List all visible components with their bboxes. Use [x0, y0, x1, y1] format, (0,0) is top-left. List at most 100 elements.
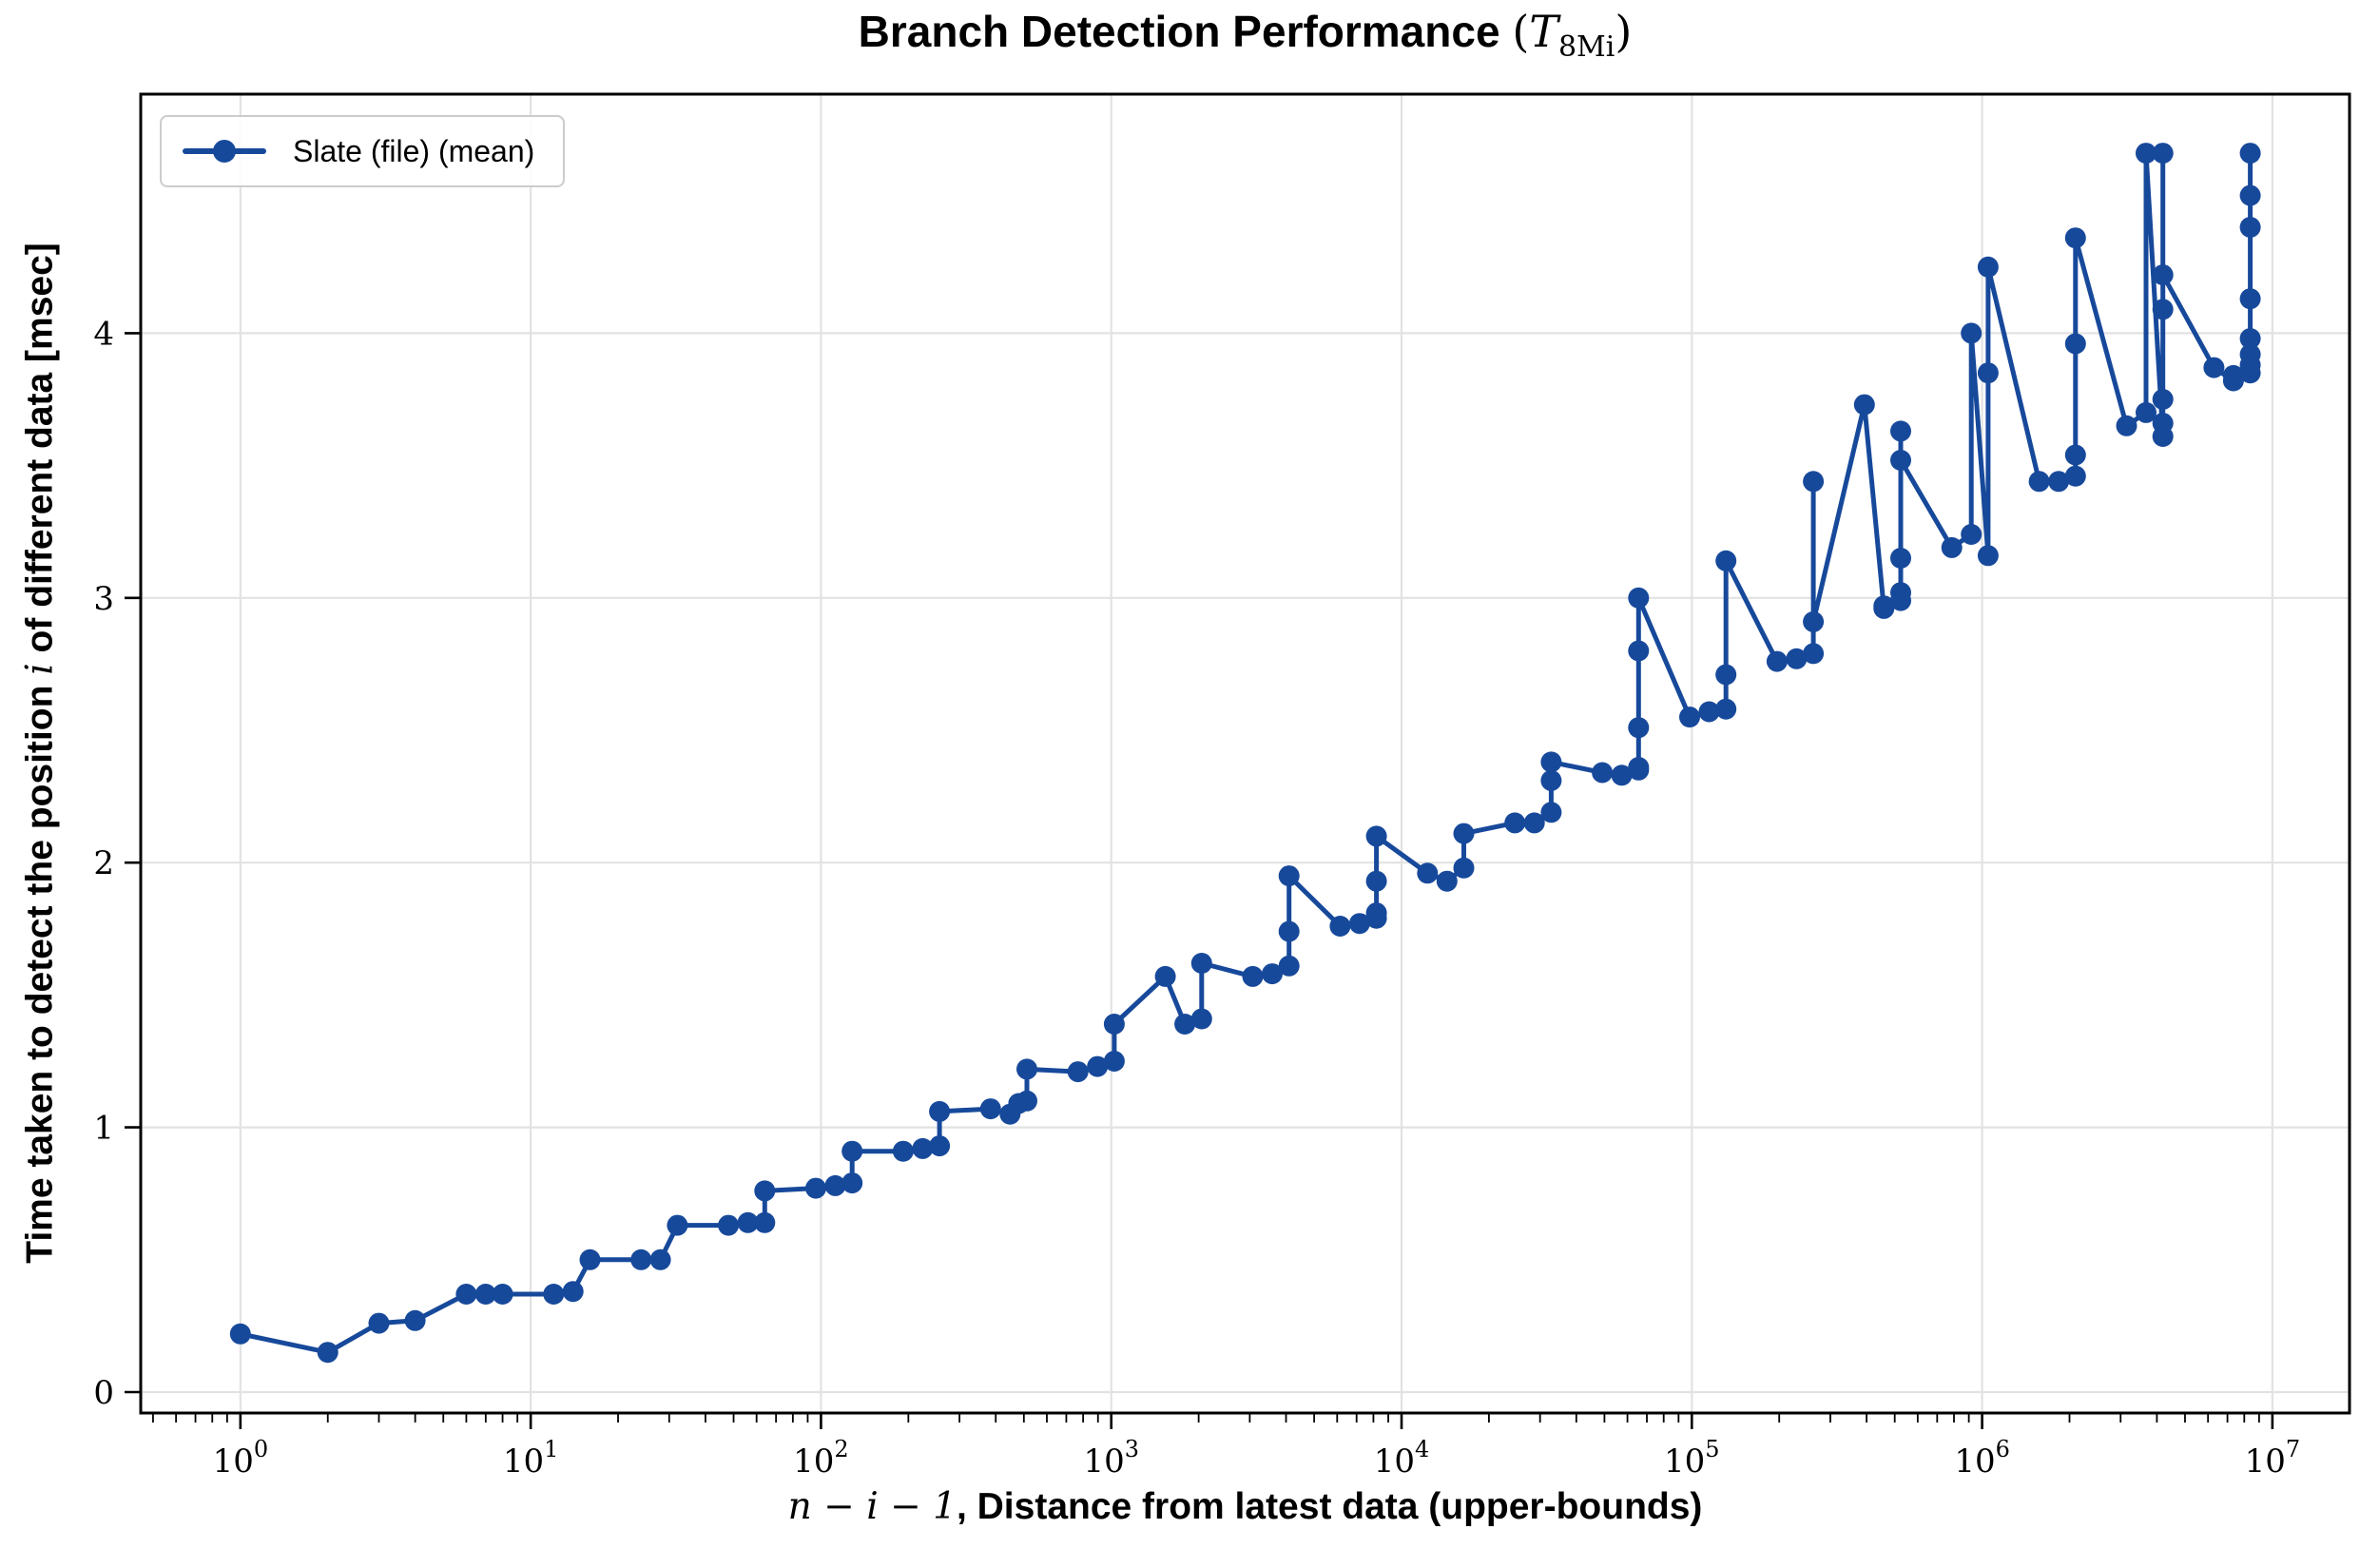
y-tick-label: 0: [93, 1374, 114, 1412]
chart-title-main: Branch Detection Performance: [858, 7, 1513, 56]
data-point: [2152, 264, 2174, 286]
data-point: [754, 1180, 776, 1202]
data-point: [455, 1284, 477, 1305]
data-point: [1698, 701, 1720, 723]
x-tick-label: 103: [1083, 1436, 1139, 1481]
y-axis-label-pre: Time taken to detect the position: [19, 674, 61, 1264]
data-point: [1174, 1014, 1196, 1035]
data-point: [1786, 648, 1808, 669]
data-point: [1087, 1055, 1109, 1077]
data-point: [1067, 1061, 1089, 1083]
x-tick-label: 107: [2245, 1436, 2301, 1481]
data-point: [404, 1309, 426, 1331]
data-point: [2136, 143, 2157, 165]
data-point: [1977, 362, 1999, 384]
axes-spines: [139, 92, 2351, 1415]
x-axis-label-math: n − i − 1: [787, 1485, 957, 1528]
data-point: [1628, 717, 1650, 739]
data-point: [2203, 357, 2225, 378]
y-tick-label: 3: [93, 580, 114, 618]
data-point: [2239, 343, 2261, 365]
data-point: [1504, 812, 1526, 834]
data-point: [1523, 812, 1545, 834]
data-point: [2152, 413, 2174, 435]
legend: Slate (file) (mean): [160, 115, 566, 187]
data-point: [1190, 1008, 1212, 1030]
data-point: [2239, 328, 2261, 349]
data-point: [718, 1214, 740, 1236]
data-point: [1628, 757, 1650, 778]
data-point: [2152, 143, 2174, 165]
data-point: [1961, 524, 1982, 545]
data-point: [929, 1100, 951, 1122]
legend-line-sample: [183, 140, 266, 163]
data-point: [1977, 256, 1999, 278]
data-point: [1890, 450, 1911, 471]
y-axis-label-math: i: [18, 663, 62, 675]
data-point: [2064, 333, 2086, 355]
data-point: [649, 1249, 671, 1270]
data-point: [229, 1323, 251, 1345]
y-tick-label: 1: [93, 1110, 114, 1148]
data-point: [2136, 401, 2157, 423]
data-point: [630, 1249, 652, 1270]
y-axis-label-post: of different data [msec]: [19, 242, 61, 664]
data-point: [1803, 610, 1825, 632]
data-point: [1103, 1014, 1125, 1035]
data-point: [1262, 963, 1283, 985]
data-point: [1540, 802, 1562, 823]
x-tick-label: 102: [793, 1436, 849, 1481]
data-point: [1016, 1058, 1037, 1080]
x-tick-label: 104: [1374, 1436, 1430, 1481]
data-point: [1873, 595, 1895, 617]
data-point: [1540, 769, 1562, 791]
data-point: [2239, 143, 2261, 165]
data-point: [805, 1177, 826, 1199]
data-point: [929, 1135, 951, 1157]
data-point: [824, 1174, 846, 1196]
data-point: [737, 1211, 759, 1233]
y-axis-label: Time taken to detect the position i of d…: [19, 242, 62, 1264]
data-point: [474, 1284, 496, 1305]
data-point: [317, 1342, 338, 1364]
title-math-subscript: 8Mi: [1557, 30, 1615, 64]
data-point: [368, 1312, 390, 1334]
data-point: [1190, 953, 1212, 974]
data-point: [1365, 902, 1387, 924]
data-point: [1103, 1051, 1125, 1072]
data-point: [979, 1098, 1001, 1120]
data-point: [1592, 762, 1614, 784]
data-point: [562, 1281, 584, 1303]
legend-label: Slate (file) (mean): [293, 133, 535, 168]
data-point: [492, 1284, 513, 1305]
data-point: [2222, 364, 2244, 386]
data-point: [2239, 217, 2261, 238]
data-point: [1453, 857, 1475, 879]
data-point: [1803, 471, 1825, 493]
x-tick-label: 105: [1664, 1436, 1720, 1481]
chart-title: Branch Detection Performance (T8Mi): [858, 6, 1633, 64]
data-point: [1365, 825, 1387, 847]
data-point: [1365, 870, 1387, 892]
x-tick-label: 100: [213, 1436, 269, 1481]
data-point: [1803, 643, 1825, 665]
data-point: [1961, 322, 1982, 344]
data-point: [754, 1211, 776, 1233]
data-point: [543, 1284, 565, 1305]
legend-marker-icon: [213, 140, 236, 163]
data-point: [1278, 920, 1300, 942]
data-point: [2152, 299, 2174, 320]
data-point: [2028, 471, 2050, 493]
data-point: [892, 1140, 914, 1162]
data-point: [1890, 420, 1911, 442]
data-point: [1890, 548, 1911, 569]
x-axis-label-text: , Distance from latest data (upper-bound…: [956, 1486, 1703, 1527]
data-point: [1453, 823, 1475, 844]
data-point: [912, 1137, 934, 1159]
data-point: [1348, 913, 1370, 935]
data-point: [667, 1214, 688, 1236]
data-point: [1628, 640, 1650, 662]
data-point: [1242, 965, 1264, 987]
data-point: [2239, 288, 2261, 310]
